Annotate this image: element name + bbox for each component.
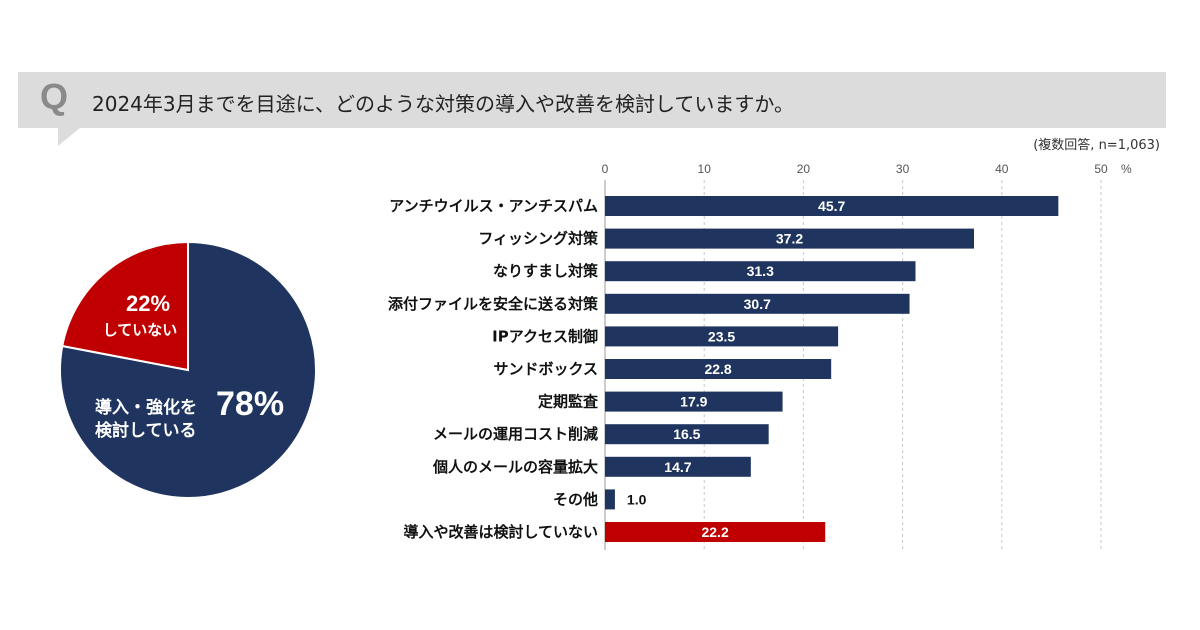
pie-value-minor: 22% bbox=[126, 291, 170, 316]
category-label-1: フィッシング対策 bbox=[478, 230, 599, 248]
value-label-8: 14.7 bbox=[664, 459, 691, 475]
category-label-2: なりすまし対策 bbox=[493, 262, 599, 280]
value-label-5: 22.8 bbox=[704, 361, 731, 377]
value-label-0: 45.7 bbox=[818, 198, 845, 214]
pie-label-minor: していない bbox=[103, 321, 178, 339]
x-tick-label-40: 40 bbox=[995, 162, 1009, 176]
category-label-5: サンドボックス bbox=[493, 360, 598, 378]
bar-6 bbox=[605, 391, 783, 412]
bar-7 bbox=[605, 424, 769, 445]
value-label-1: 37.2 bbox=[776, 231, 803, 247]
sample-note: (複数回答, n=1,063) bbox=[1033, 138, 1160, 153]
value-label-9: 1.0 bbox=[627, 491, 647, 507]
category-label-3: 添付ファイルを安全に送る対策 bbox=[388, 295, 599, 313]
pie-label-main-line1: 導入・強化を bbox=[95, 397, 197, 418]
bar-1 bbox=[605, 228, 975, 249]
question-text: 2024年3月までを目途に、どのような対策の導入や改善を検討していますか。 bbox=[92, 92, 795, 116]
category-label-8: 個人のメールの容量拡大 bbox=[432, 458, 598, 476]
bar-2 bbox=[605, 261, 916, 282]
x-tick-label-30: 30 bbox=[896, 162, 910, 176]
bar-4 bbox=[605, 326, 839, 347]
value-label-3: 30.7 bbox=[744, 296, 771, 312]
category-label-10: 導入や改善は検討していない bbox=[403, 523, 598, 541]
bar-10 bbox=[605, 522, 826, 542]
value-label-6: 17.9 bbox=[680, 394, 707, 410]
bar-5 bbox=[605, 359, 832, 379]
x-tick-label-0: 0 bbox=[602, 162, 609, 176]
category-label-7: メールの運用コスト削減 bbox=[433, 425, 598, 443]
value-label-2: 31.3 bbox=[747, 263, 774, 279]
x-tick-label-10: 10 bbox=[698, 162, 712, 176]
x-tick-label-20: 20 bbox=[797, 162, 811, 176]
category-label-4: IPアクセス制御 bbox=[492, 327, 598, 345]
value-label-7: 16.5 bbox=[673, 426, 700, 442]
pie-label-main-line2: 検討している bbox=[95, 420, 197, 441]
category-label-6: 定期監査 bbox=[538, 393, 599, 411]
pie-slice-1 bbox=[61, 240, 189, 372]
question-banner-tail bbox=[58, 128, 80, 146]
x-axis-unit: % bbox=[1121, 162, 1132, 176]
bar-0 bbox=[605, 196, 1059, 216]
bar-3 bbox=[605, 293, 910, 314]
bar-8 bbox=[605, 456, 751, 477]
category-label-0: アンチウイルス・アンチスパム bbox=[389, 197, 598, 215]
pie-value-main: 78% bbox=[216, 385, 284, 423]
question-mark-label: Q bbox=[40, 76, 69, 117]
value-label-10: 22.2 bbox=[701, 524, 728, 540]
bar-9 bbox=[605, 489, 615, 510]
question-banner bbox=[18, 72, 1166, 128]
x-tick-label-50: 50 bbox=[1094, 162, 1108, 176]
value-label-4: 23.5 bbox=[708, 328, 735, 344]
bar-chart: 0 10 20 30 40 50 % アンチウイルス・アンチスパム 45.7 フィッシング対策 37… bbox=[388, 162, 1132, 550]
category-label-9: その他 bbox=[553, 490, 598, 508]
